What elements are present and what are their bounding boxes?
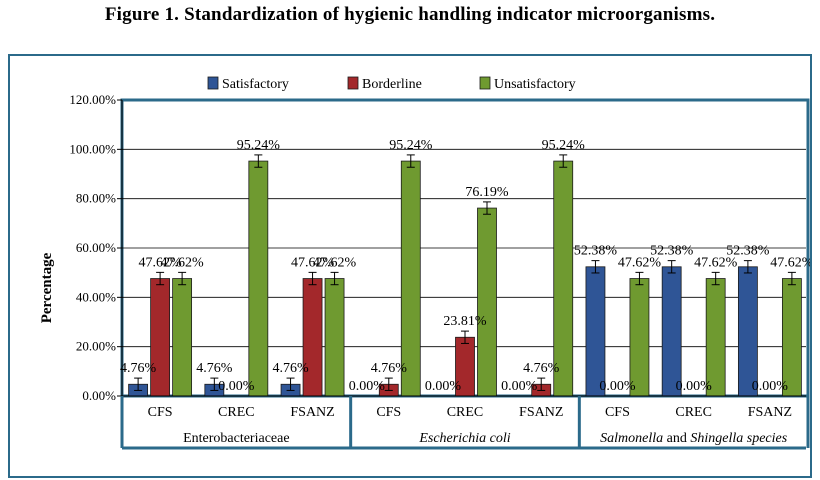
- data-label: 76.19%: [465, 185, 509, 200]
- bar-unsatisfactory: [324, 278, 345, 397]
- bar-chart: Satisfactory Borderline Unsatisfactory 0.0…: [39, 76, 810, 450]
- y-tick-label: 0.00%: [82, 388, 116, 403]
- legend-label: Unsatisfactory: [494, 77, 576, 92]
- data-label: 47.62%: [694, 255, 738, 270]
- x-category-label: CREC: [447, 405, 484, 420]
- data-label: 0.00%: [676, 379, 713, 394]
- data-label: 0.00%: [752, 379, 789, 394]
- x-group-label: Salmonella and Shingella species: [600, 431, 788, 446]
- data-label: 4.76%: [371, 361, 408, 376]
- y-axis-ticks: 0.00% 20.00% 40.00% 60.00% 80.00% 100.00% 120.…: [69, 92, 123, 403]
- data-label: 47.62%: [161, 255, 205, 270]
- bar-satisfactory: [661, 266, 682, 397]
- y-tick-label: 20.00%: [76, 339, 116, 354]
- data-label: 47.62%: [770, 255, 810, 270]
- bar-unsatisfactory: [477, 207, 497, 397]
- x-category-label: FSANZ: [519, 405, 563, 420]
- gridlines: [122, 148, 806, 348]
- data-label: 0.00%: [349, 379, 386, 394]
- data-label: 0.00%: [599, 379, 636, 394]
- bar-borderline: [302, 278, 323, 397]
- legend-label: Satisfactory: [222, 77, 289, 92]
- data-labels: 4.76%47.62%47.62%4.76%0.00%95.24%4.76%47…: [120, 138, 810, 394]
- data-label: 0.00%: [425, 379, 462, 394]
- data-label: 4.76%: [196, 361, 233, 376]
- data-label: 52.38%: [574, 244, 618, 259]
- bar-satisfactory: [585, 266, 606, 397]
- legend-swatch: [479, 76, 491, 90]
- data-label: 52.38%: [650, 244, 694, 259]
- data-label: 95.24%: [389, 138, 433, 153]
- legend-swatch: [347, 76, 359, 90]
- data-label: 47.62%: [618, 255, 662, 270]
- data-label: 47.62%: [313, 255, 357, 270]
- x-category-label: CFS: [376, 405, 401, 420]
- data-label: 4.76%: [523, 361, 560, 376]
- data-label: 4.76%: [272, 361, 309, 376]
- y-tick-label: 40.00%: [76, 289, 116, 304]
- data-label: 47.62%: [291, 255, 335, 270]
- x-category-label: CREC: [675, 405, 712, 420]
- bar-unsatisfactory: [172, 278, 193, 397]
- data-label: 0.00%: [218, 379, 255, 394]
- x-category-label: CFS: [605, 405, 630, 420]
- error-bars: [134, 154, 796, 391]
- legend-label: Borderline: [362, 77, 422, 92]
- legend: Satisfactory Borderline Unsatisfactory: [207, 76, 576, 92]
- y-tick-label: 120.00%: [69, 92, 116, 107]
- bar-unsatisfactory: [248, 160, 269, 397]
- bar-satisfactory: [737, 266, 758, 397]
- x-category-label: FSANZ: [748, 405, 792, 420]
- y-tick-label: 100.00%: [69, 141, 116, 156]
- chart-frame: Satisfactory Borderline Unsatisfactory 0.0…: [8, 54, 812, 478]
- x-axis: CFS CREC FSANZ CFS CREC FSANZ CFS CREC FSANZEnte…: [120, 395, 810, 450]
- data-label: 23.81%: [443, 314, 487, 329]
- x-group-label: Enterobacteriaceae: [183, 431, 289, 446]
- x-category-label: CFS: [148, 405, 173, 420]
- legend-swatch: [207, 76, 219, 90]
- data-label: 95.24%: [542, 138, 586, 153]
- y-axis-title: Percentage: [39, 252, 55, 323]
- figure-title: Figure 1. Standardization of hygienic ha…: [104, 4, 716, 25]
- y-tick-label: 60.00%: [76, 240, 116, 255]
- y-tick-label: 80.00%: [76, 191, 116, 206]
- x-category-label: CREC: [218, 405, 255, 420]
- data-label: 0.00%: [501, 379, 538, 394]
- data-label: 4.76%: [120, 361, 157, 376]
- data-label: 47.62%: [139, 255, 183, 270]
- bar-borderline: [150, 278, 171, 397]
- data-label: 52.38%: [726, 244, 770, 259]
- x-group-label: Escherichia coli: [418, 431, 510, 446]
- data-label: 95.24%: [237, 138, 281, 153]
- x-category-label: FSANZ: [290, 405, 334, 420]
